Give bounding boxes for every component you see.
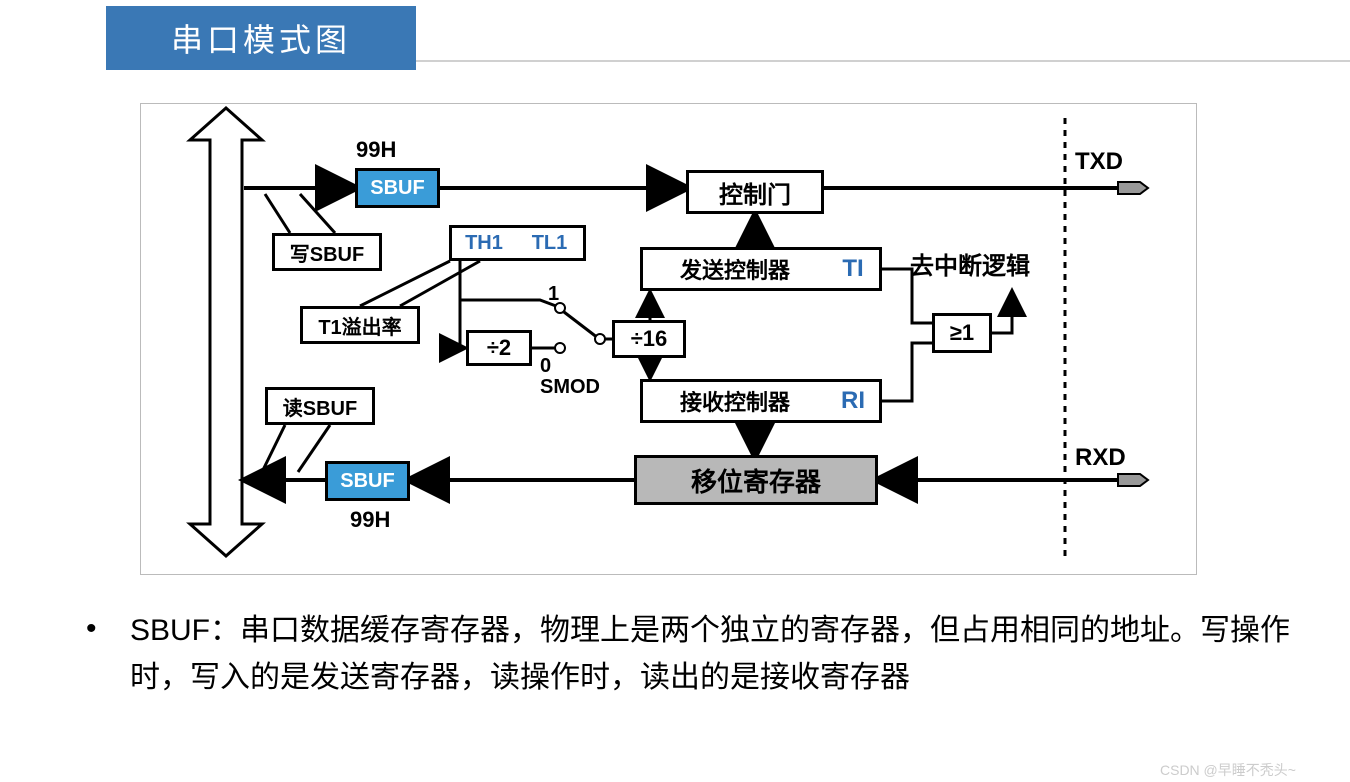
sbuf-bottom-node: SBUF xyxy=(325,461,410,501)
ge1-node: ≥1 xyxy=(932,313,992,353)
title-bar: 串口模式图 xyxy=(106,6,416,70)
irq-label: 去中断逻辑 xyxy=(910,246,1030,281)
sbuf-top-label: SBUF xyxy=(370,177,424,200)
th1-node: TH1 xyxy=(449,225,519,261)
bullet-marker: • xyxy=(86,612,97,646)
ri-label: RI xyxy=(841,387,865,415)
tx-ctrl-label: 发送控制器 xyxy=(680,253,790,285)
txd-label: TXD xyxy=(1075,148,1123,176)
shift-reg-label: 移位寄存器 xyxy=(691,462,821,499)
smod-label: SMOD xyxy=(540,376,600,399)
rx-ctrl-node: 接收控制器 xyxy=(640,379,830,423)
div2-label: ÷2 xyxy=(487,335,511,361)
ctrl-gate-label: 控制门 xyxy=(719,175,791,210)
div16-label: ÷16 xyxy=(631,326,668,352)
write-sbuf-node: 写SBUF xyxy=(272,233,382,271)
rx-ctrl-label: 接收控制器 xyxy=(680,385,790,417)
t1-rate-label: T1溢出率 xyxy=(318,311,401,340)
sbuf-top-node: SBUF xyxy=(355,168,440,208)
div16-node: ÷16 xyxy=(612,320,686,358)
tx-ctrl-node: 发送控制器 xyxy=(640,247,830,291)
ctrl-gate-node: 控制门 xyxy=(686,170,824,214)
tl1-label: TL1 xyxy=(532,232,568,255)
shift-reg-node: 移位寄存器 xyxy=(634,455,878,505)
ti-label: TI xyxy=(842,255,863,283)
read-sbuf-node: 读SBUF xyxy=(265,387,375,425)
watermark: CSDN @早睡不秃头~ xyxy=(1160,760,1296,780)
div2-node: ÷2 xyxy=(466,330,532,366)
bullet-text: SBUF：串口数据缓存寄存器，物理上是两个独立的寄存器，但占用相同的地址。写操作… xyxy=(130,608,1290,701)
rxd-label: RXD xyxy=(1075,444,1126,472)
title-text: 串口模式图 xyxy=(171,15,351,61)
tl1-node: TL1 xyxy=(516,225,586,261)
ti-node: TI xyxy=(827,247,882,291)
addr-top-label: 99H xyxy=(356,137,396,163)
t1-rate-node: T1溢出率 xyxy=(300,306,420,344)
title-divider xyxy=(416,60,1350,62)
ge1-label: ≥1 xyxy=(950,320,974,346)
read-sbuf-label: 读SBUF xyxy=(283,392,357,421)
sbuf-bottom-label: SBUF xyxy=(340,470,394,493)
switch-0-label: 0 xyxy=(540,355,551,378)
ri-node: RI xyxy=(827,379,882,423)
addr-bot-label: 99H xyxy=(350,507,390,533)
write-sbuf-label: 写SBUF xyxy=(290,238,364,267)
switch-1-label: 1 xyxy=(548,283,559,306)
th1-label: TH1 xyxy=(465,232,503,255)
